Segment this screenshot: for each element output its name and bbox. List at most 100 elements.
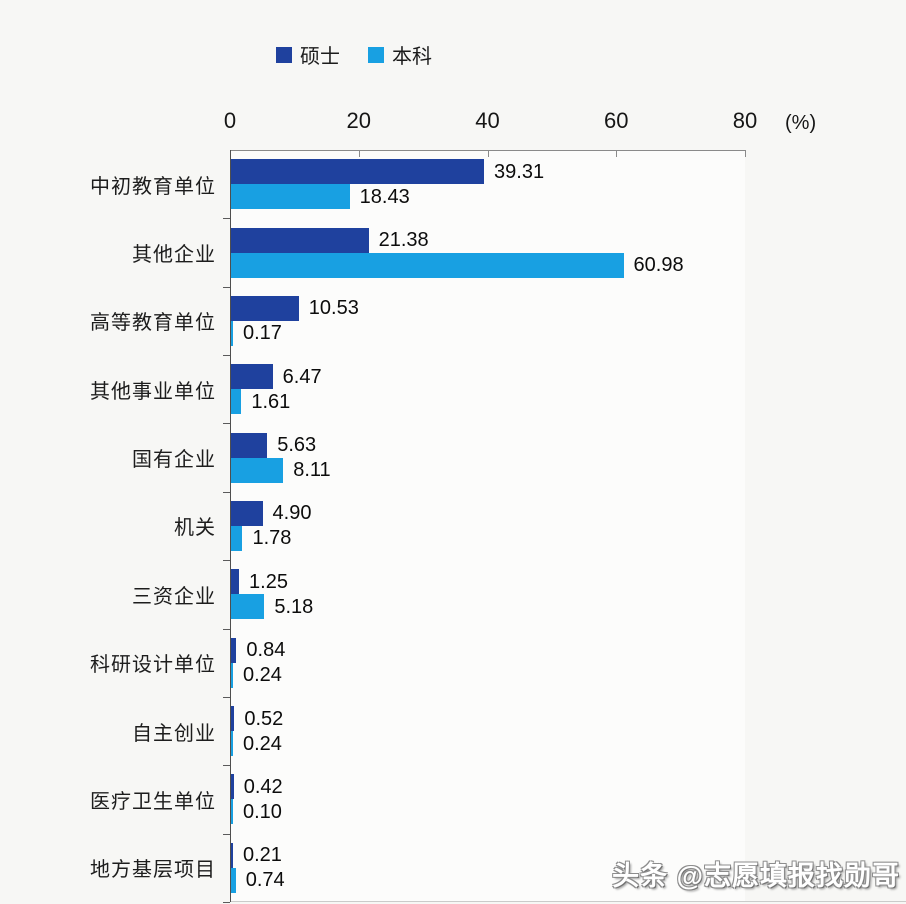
y-axis-tick-mark bbox=[223, 629, 230, 630]
bar-masters bbox=[231, 842, 233, 868]
bar-value-label: 8.11 bbox=[293, 459, 331, 482]
bar-masters bbox=[231, 569, 240, 595]
y-axis-tick-mark bbox=[223, 560, 230, 561]
legend: 硕士 本科 bbox=[276, 40, 432, 69]
x-axis-tick-label: 60 bbox=[604, 108, 629, 133]
x-axis-unit-label: (%) bbox=[785, 112, 817, 134]
left-axis-line bbox=[230, 150, 231, 902]
category-label: 机关 bbox=[174, 517, 216, 540]
bar-value-label: 5.18 bbox=[274, 595, 314, 618]
category-row: 中初教育单位 39.31 18.43 bbox=[90, 150, 745, 218]
bar-value-label: 18.43 bbox=[359, 185, 410, 208]
bar-value-label: 6.47 bbox=[282, 365, 322, 388]
bar-line: 0.24 bbox=[231, 662, 745, 688]
bar-value-label: 0.10 bbox=[243, 800, 282, 823]
plot-area: 中初教育单位 39.31 18.43 其他企业 21.38 60.98 高等教育单位 10.5… bbox=[90, 150, 906, 903]
category-label: 地方基层项目 bbox=[90, 859, 216, 882]
category-label: 科研设计单位 bbox=[90, 654, 216, 677]
category-label: 自主创业 bbox=[132, 722, 216, 745]
bar-bachelor bbox=[231, 389, 242, 415]
watermark: 头条 @志愿填报找勋哥 bbox=[612, 861, 900, 891]
category-label: 其他企业 bbox=[132, 244, 216, 267]
bar-bachelor bbox=[231, 594, 265, 620]
bar-value-label: 21.38 bbox=[378, 229, 429, 252]
bar-masters bbox=[231, 159, 485, 185]
bar-line: 8.11 bbox=[231, 457, 745, 483]
bar-value-label: 10.53 bbox=[308, 297, 359, 320]
bar-masters bbox=[231, 774, 234, 800]
bar-line: 4.90 bbox=[231, 500, 745, 526]
bar-line: 0.21 bbox=[231, 842, 745, 868]
x-axis-tick-mark bbox=[616, 150, 617, 157]
bar-value-label: 60.98 bbox=[633, 254, 684, 277]
bar-line: 0.10 bbox=[231, 799, 745, 825]
bar-line: 39.31 bbox=[231, 159, 745, 185]
bar-bachelor bbox=[231, 320, 233, 346]
category-row: 地方基层项目 0.21 0.74 bbox=[90, 834, 745, 902]
bar-line: 0.17 bbox=[231, 320, 745, 346]
bar-masters bbox=[231, 432, 268, 458]
y-axis-tick-mark bbox=[223, 492, 230, 493]
masters-color-swatch bbox=[276, 46, 292, 63]
bar-masters bbox=[231, 295, 299, 321]
y-axis-tick-mark bbox=[223, 287, 230, 288]
category-label: 三资企业 bbox=[132, 585, 216, 608]
bar-bachelor bbox=[231, 457, 284, 483]
x-axis-tick-mark bbox=[359, 150, 360, 157]
category-row: 国有企业 5.63 8.11 bbox=[132, 423, 745, 491]
category-row: 机关 4.90 1.78 bbox=[174, 492, 745, 560]
bar-bachelor bbox=[231, 799, 233, 825]
bar-bachelor bbox=[231, 867, 236, 893]
bar-line: 5.63 bbox=[231, 432, 745, 458]
x-axis-tick-label: 40 bbox=[475, 108, 500, 133]
category-label: 医疗卫生单位 bbox=[90, 790, 216, 813]
bar-masters bbox=[231, 227, 369, 253]
bar-line: 0.84 bbox=[231, 637, 745, 663]
y-axis-tick-mark bbox=[223, 355, 230, 356]
bar-bachelor bbox=[231, 662, 233, 688]
bar-line: 0.74 bbox=[231, 867, 745, 893]
bar-line: 1.61 bbox=[231, 389, 745, 415]
category-row: 其他企业 21.38 60.98 bbox=[132, 218, 745, 286]
bar-value-label: 0.74 bbox=[245, 869, 285, 892]
y-axis-tick-mark bbox=[223, 218, 230, 219]
bar-bachelor bbox=[231, 525, 243, 551]
bar-value-label: 0.42 bbox=[243, 775, 283, 798]
legend-item-bachelor: 本科 bbox=[368, 40, 432, 69]
y-axis-tick-mark bbox=[223, 765, 230, 766]
bar-line: 21.38 bbox=[231, 227, 745, 253]
category-row: 高等教育单位 10.53 0.17 bbox=[90, 287, 745, 355]
x-axis-tick-label: 20 bbox=[346, 108, 371, 133]
bar-value-label: 1.78 bbox=[252, 527, 292, 550]
bar-value-label: 0.24 bbox=[243, 732, 282, 755]
bar-value-label: 1.25 bbox=[249, 570, 288, 593]
bar-bachelor bbox=[231, 731, 233, 757]
bar-masters bbox=[231, 364, 273, 390]
bachelor-color-swatch bbox=[368, 46, 384, 63]
x-axis-tick-mark bbox=[488, 150, 489, 157]
legend-label-masters: 硕士 bbox=[300, 46, 340, 68]
bar-value-label: 4.90 bbox=[272, 502, 312, 525]
category-row: 科研设计单位 0.84 0.24 bbox=[90, 629, 745, 697]
x-axis-tick-label: 0 bbox=[223, 108, 237, 133]
bar-line: 0.42 bbox=[231, 774, 745, 800]
bar-value-label: 5.63 bbox=[277, 434, 317, 457]
x-axis-tick-labels: 0 20 40 60 80 bbox=[224, 108, 757, 140]
bar-value-label: 0.17 bbox=[243, 322, 282, 345]
bottom-edge-line bbox=[230, 901, 906, 902]
bar-masters bbox=[231, 500, 263, 526]
bar-line: 5.18 bbox=[231, 594, 745, 620]
bar-rows: 中初教育单位 39.31 18.43 其他企业 21.38 60.98 高等教育单位 10.5… bbox=[90, 150, 745, 902]
bar-value-label: 0.24 bbox=[243, 664, 282, 687]
y-axis-tick-mark bbox=[223, 834, 230, 835]
bar-value-label: 39.31 bbox=[494, 160, 545, 183]
bar-line: 0.24 bbox=[231, 731, 745, 757]
bar-value-label: 0.21 bbox=[243, 844, 282, 867]
bar-value-label: 0.52 bbox=[244, 707, 284, 730]
category-row: 医疗卫生单位 0.42 0.10 bbox=[90, 765, 745, 833]
category-row: 三资企业 1.25 5.18 bbox=[132, 560, 745, 628]
y-axis-tick-mark bbox=[223, 697, 230, 698]
bar-line: 0.52 bbox=[231, 706, 745, 732]
category-row: 其他事业单位 6.47 1.61 bbox=[90, 355, 745, 423]
bar-line: 1.25 bbox=[231, 569, 745, 595]
